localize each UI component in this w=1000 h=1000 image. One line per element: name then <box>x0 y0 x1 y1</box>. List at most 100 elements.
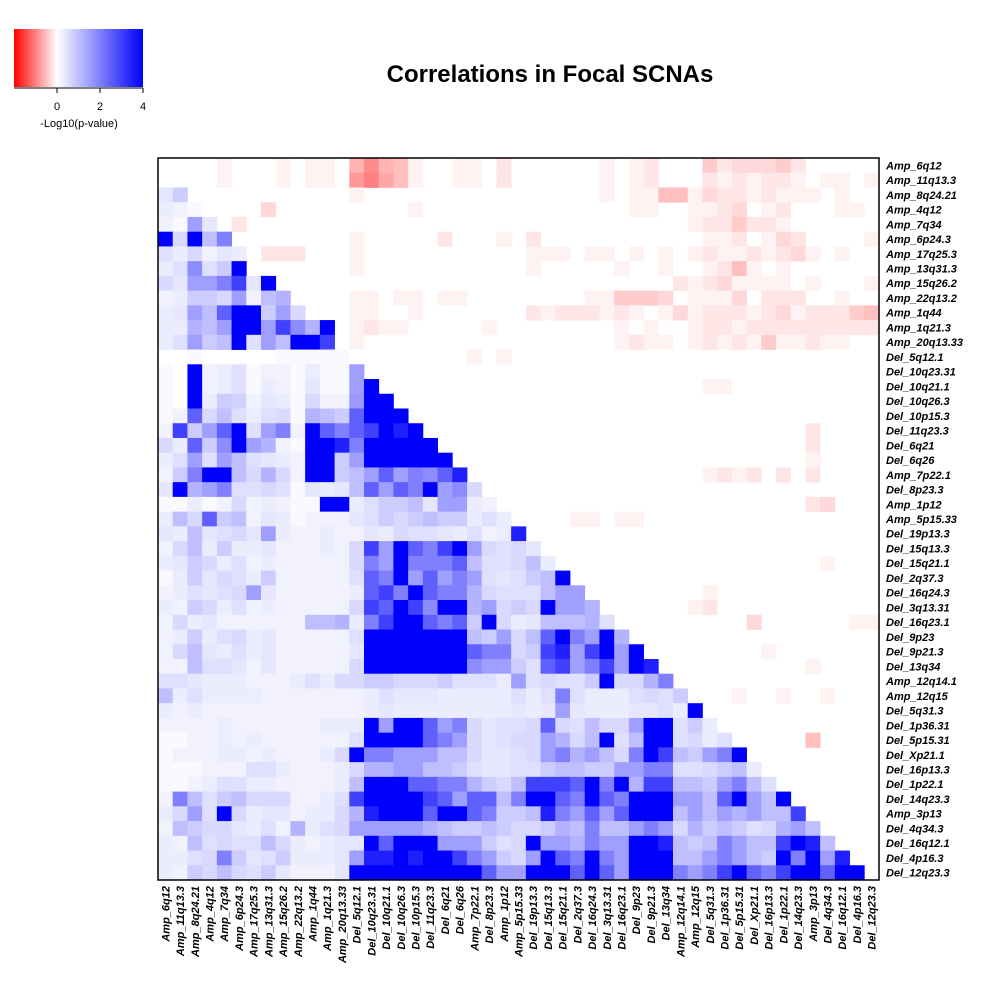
heatmap-cell <box>187 791 203 807</box>
heatmap-cell <box>231 526 247 542</box>
heatmap-cell <box>364 835 380 851</box>
heatmap-cell <box>334 776 350 792</box>
heatmap-cell <box>275 467 291 483</box>
heatmap-cell <box>422 776 438 792</box>
heatmap-cell <box>275 393 291 409</box>
heatmap-cell <box>349 747 365 763</box>
heatmap-cell <box>422 762 438 778</box>
heatmap-cell <box>643 158 659 174</box>
heatmap-cell <box>614 835 630 851</box>
heatmap-cell <box>687 703 703 719</box>
heatmap-cell <box>275 290 291 306</box>
heatmap-cell <box>849 305 865 321</box>
column-label: Del_13q34 <box>661 886 673 940</box>
heatmap-cell <box>467 644 483 660</box>
heatmap-cell <box>584 629 600 645</box>
heatmap-cell <box>202 379 218 395</box>
heatmap-cell <box>393 717 409 734</box>
heatmap-cell <box>275 482 291 498</box>
row-label: Amp_20q13.33 <box>885 337 963 349</box>
heatmap-cell <box>643 732 659 748</box>
heatmap-cell <box>555 776 571 792</box>
heatmap-cell <box>216 364 232 380</box>
heatmap-cell <box>746 158 762 174</box>
heatmap-cell <box>261 393 277 409</box>
heatmap-cell <box>643 791 659 807</box>
heatmap-cell <box>172 688 188 704</box>
heatmap-cell <box>334 585 350 601</box>
heatmap-cell <box>525 231 541 247</box>
heatmap-cell <box>687 246 703 262</box>
row-label: Del_2q37.3 <box>886 573 943 585</box>
heatmap-cell <box>628 747 644 763</box>
heatmap-cell <box>305 379 321 395</box>
heatmap-cell <box>158 600 174 616</box>
heatmap-cell <box>599 747 615 763</box>
heatmap-cell <box>158 688 174 704</box>
heatmap-cell <box>158 379 174 395</box>
heatmap-cell <box>614 806 630 822</box>
heatmap-cell <box>290 865 306 881</box>
heatmap-cell <box>717 379 733 395</box>
heatmap-cell <box>614 821 630 837</box>
column-label: Del_11q23.3 <box>425 886 437 949</box>
heatmap-cell <box>172 585 188 601</box>
heatmap-cell <box>158 467 174 483</box>
heatmap-cell <box>422 482 438 498</box>
heatmap-cell <box>437 688 453 704</box>
heatmap-cell <box>364 821 380 837</box>
heatmap-cell <box>408 158 424 174</box>
heatmap-cell <box>216 555 232 571</box>
heatmap-cell <box>746 246 762 262</box>
heatmap-cell <box>364 644 380 660</box>
heatmap-cell <box>172 334 188 350</box>
heatmap-cell <box>643 187 659 203</box>
heatmap-cell <box>599 290 615 306</box>
heatmap-cell <box>702 290 718 306</box>
heatmap-cell <box>496 172 512 188</box>
column-label: Amp_20q13.33 <box>337 886 349 964</box>
column-label: Amp_11q13.3 <box>175 886 187 957</box>
heatmap-cell <box>158 614 174 630</box>
heatmap-cell <box>216 614 232 630</box>
heatmap-cell <box>452 732 468 748</box>
heatmap-cell <box>349 482 365 498</box>
column-label: Del_10q21.1 <box>381 886 393 950</box>
heatmap-cell <box>349 806 365 822</box>
heatmap-cell <box>658 747 674 763</box>
heatmap-cell <box>231 482 247 498</box>
heatmap-cell <box>437 541 453 557</box>
heatmap-cell <box>158 202 174 218</box>
heatmap-cell <box>202 776 218 792</box>
heatmap-cell <box>496 614 512 630</box>
heatmap-cell <box>187 452 203 468</box>
heatmap-cell <box>628 305 644 321</box>
heatmap-cell <box>731 172 747 188</box>
heatmap-cell <box>628 806 644 822</box>
heatmap-cell <box>437 452 453 468</box>
heatmap-cell <box>717 261 733 277</box>
heatmap-cell <box>305 747 321 763</box>
heatmap-cell <box>349 261 365 277</box>
heatmap-cell <box>246 408 262 424</box>
heatmap-cell <box>717 187 733 203</box>
heatmap-cell <box>717 290 733 306</box>
heatmap-cell <box>805 187 821 203</box>
heatmap-cell <box>231 850 247 866</box>
heatmap-cell <box>202 408 218 424</box>
heatmap-cell <box>275 437 291 454</box>
heatmap-cell <box>452 717 468 734</box>
heatmap-cell <box>216 806 232 822</box>
heatmap-cell <box>275 688 291 704</box>
heatmap-cell <box>422 644 438 660</box>
column-label: Del_9p21.3 <box>646 886 658 943</box>
heatmap-cell <box>731 791 747 807</box>
heatmap-cell <box>319 541 335 557</box>
heatmap-cell <box>172 614 188 630</box>
heatmap-cell <box>776 865 792 881</box>
heatmap-cell <box>319 821 335 837</box>
heatmap-cell <box>364 865 380 881</box>
heatmap-cell <box>761 334 777 350</box>
heatmap-cell <box>349 364 365 380</box>
heatmap-cell <box>187 570 203 586</box>
